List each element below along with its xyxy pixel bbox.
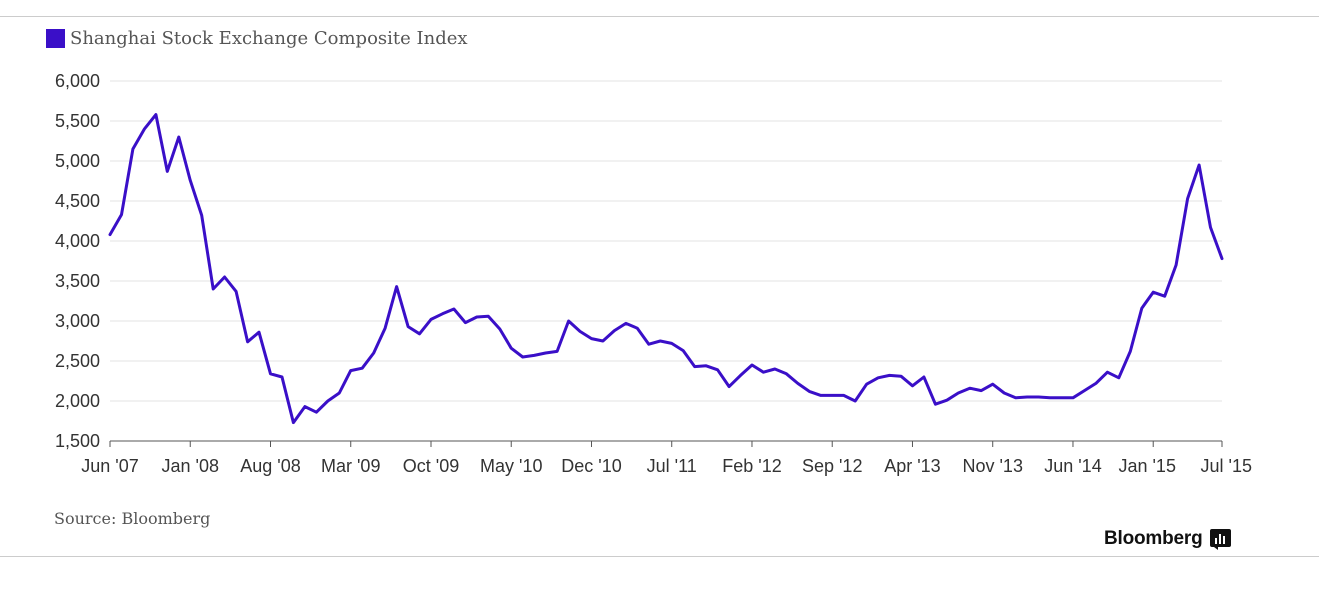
y-tick-label: 5,500	[55, 111, 100, 131]
x-tick-label: Dec '10	[561, 456, 621, 476]
y-tick-label: 2,500	[55, 351, 100, 371]
x-tick-label: Sep '12	[802, 456, 863, 476]
x-tick-label: Jun '14	[1044, 456, 1101, 476]
x-tick-label: May '10	[480, 456, 542, 476]
y-tick-label: 1,500	[55, 431, 100, 451]
legend: Shanghai Stock Exchange Composite Index	[46, 28, 468, 49]
x-tick-label: Oct '09	[403, 456, 459, 476]
grid-lines	[110, 80, 1222, 402]
y-tick-label: 3,000	[55, 311, 100, 331]
x-axis: Jun '07 Jan '08 Aug '08 Mar '09 Oct '09 May '…	[81, 440, 1252, 476]
legend-label: Shanghai Stock Exchange Composite Index	[70, 28, 468, 49]
series-group	[108, 113, 1224, 425]
bottom-rule	[0, 556, 1319, 557]
x-tick-label: Nov '13	[962, 456, 1022, 476]
bar-chart-icon	[1210, 528, 1232, 550]
x-tick-label: Aug '08	[240, 456, 301, 476]
source-note: Source: Bloomberg	[54, 509, 211, 528]
x-tick-label: Jan '15	[1118, 456, 1175, 476]
x-tick-label: Jul '15	[1201, 456, 1252, 476]
y-tick-label: 4,500	[55, 191, 100, 211]
y-tick-label: 6,000	[55, 71, 100, 91]
x-tick-label: Jun '07	[81, 456, 138, 476]
x-tick-label: Mar '09	[321, 456, 380, 476]
x-tick-label: Jan '08	[162, 456, 219, 476]
y-tick-label: 5,000	[55, 151, 100, 171]
y-tick-label: 4,000	[55, 231, 100, 251]
y-axis-ticks: 1,500 2,000 2,500 3,000 3,500 4,000 4,500 5,000…	[55, 71, 100, 451]
brand-name: Bloomberg	[1104, 528, 1203, 549]
brand-logo: Bloomberg	[1104, 528, 1232, 550]
y-tick-label: 2,000	[55, 391, 100, 411]
y-tick-label: 3,500	[55, 271, 100, 291]
legend-swatch	[46, 29, 65, 48]
top-rule	[0, 16, 1319, 17]
x-tick-label: Feb '12	[722, 456, 781, 476]
series-line	[108, 113, 1224, 425]
x-tick-label: Apr '13	[884, 456, 940, 476]
x-tick-label: Jul '11	[647, 456, 697, 476]
